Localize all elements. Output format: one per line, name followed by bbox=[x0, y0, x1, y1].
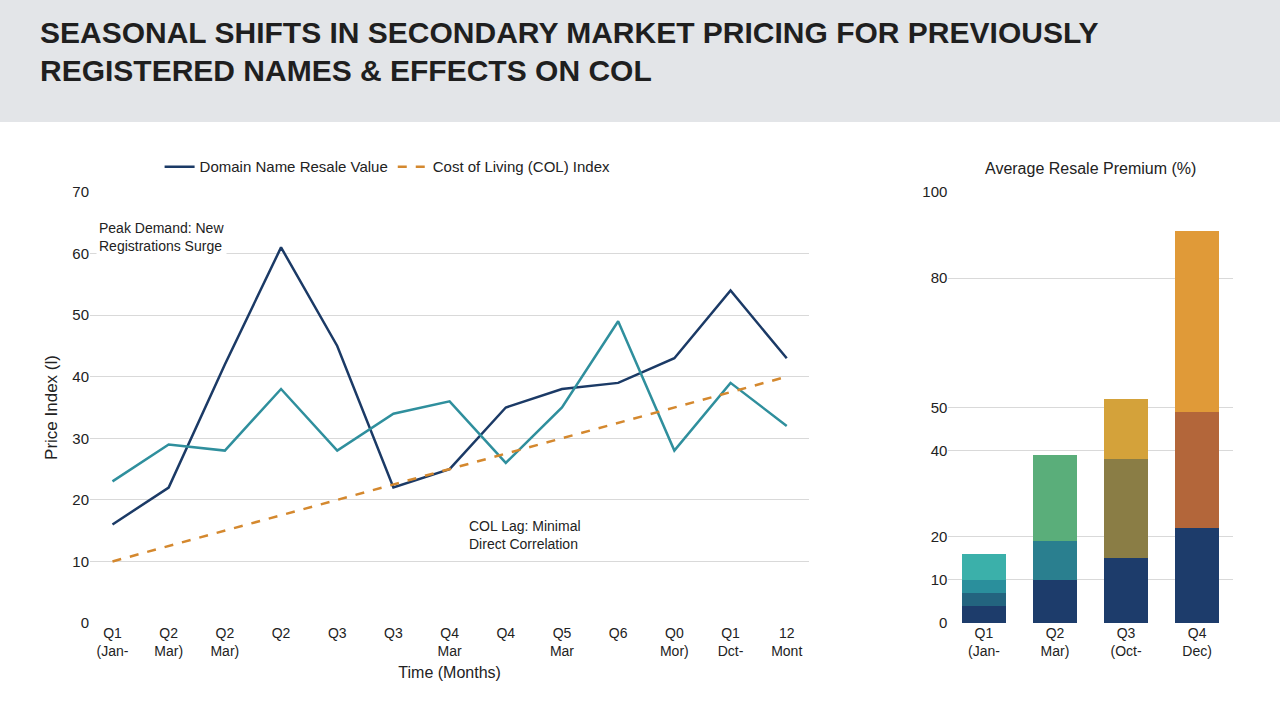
svg-text:50: 50 bbox=[931, 399, 948, 416]
svg-text:Q2: Q2 bbox=[272, 625, 291, 641]
svg-text:Q3: Q3 bbox=[328, 625, 347, 641]
svg-text:Q1Dct-: Q1Dct- bbox=[718, 625, 744, 659]
svg-text:Q6: Q6 bbox=[609, 625, 628, 641]
svg-text:30: 30 bbox=[72, 430, 89, 447]
svg-text:Q0Mor): Q0Mor) bbox=[660, 625, 689, 659]
html-text:SEASONAL SHIFTS IN SECONDARY M: SEASONAL SHIFTS IN SECONDARY MARKET PRIC… bbox=[40, 16, 1099, 87]
svg-text:70: 70 bbox=[72, 183, 89, 200]
svg-text:80: 80 bbox=[931, 269, 948, 286]
svg-text:20: 20 bbox=[931, 528, 948, 545]
svg-text:Average Resale Premium (%): Average Resale Premium (%) bbox=[985, 160, 1196, 177]
svg-text:10: 10 bbox=[931, 571, 948, 588]
svg-text:Q1(Jan-: Q1(Jan- bbox=[968, 625, 1000, 659]
svg-text:Q4Dec): Q4Dec) bbox=[1182, 625, 1212, 659]
svg-text:0: 0 bbox=[939, 614, 947, 631]
svg-text:40: 40 bbox=[931, 442, 948, 459]
svg-text:COL Lag: MinimalDirect Correla: COL Lag: MinimalDirect Correlation bbox=[469, 518, 581, 552]
svg-text:Q4: Q4 bbox=[496, 625, 515, 641]
svg-text:20: 20 bbox=[72, 491, 89, 508]
svg-text:Q5Mar: Q5Mar bbox=[550, 625, 574, 659]
svg-text:12Mont: 12Mont bbox=[771, 625, 802, 659]
svg-text:10: 10 bbox=[72, 553, 89, 570]
svg-text:0: 0 bbox=[81, 614, 89, 631]
svg-text:Price Index (l): Price Index (l) bbox=[42, 355, 61, 460]
svg-text:50: 50 bbox=[72, 306, 89, 323]
svg-text:Q3(Oct-: Q3(Oct- bbox=[1110, 625, 1141, 659]
svg-text:Time (Months): Time (Months) bbox=[398, 664, 501, 681]
svg-text:Q2Mar): Q2Mar) bbox=[154, 625, 183, 659]
svg-text:Q2Mar): Q2Mar) bbox=[1041, 625, 1070, 659]
svg-text:Q4Mar: Q4Mar bbox=[438, 625, 462, 659]
svg-text:100: 100 bbox=[922, 183, 947, 200]
svg-text:Domain Name Resale Value: Domain Name Resale Value bbox=[200, 158, 388, 175]
svg-text:60: 60 bbox=[72, 245, 89, 262]
svg-text:Q3: Q3 bbox=[384, 625, 403, 641]
svg-text:Q1(Jan-: Q1(Jan- bbox=[97, 625, 129, 659]
svg-text:40: 40 bbox=[72, 368, 89, 385]
svg-text:Q2Mar): Q2Mar) bbox=[210, 625, 239, 659]
svg-text:Peak Demand: NewRegistrations: Peak Demand: NewRegistrations Surge bbox=[99, 220, 224, 254]
svg-text:Cost of Living (COL) Index: Cost of Living (COL) Index bbox=[433, 158, 610, 175]
